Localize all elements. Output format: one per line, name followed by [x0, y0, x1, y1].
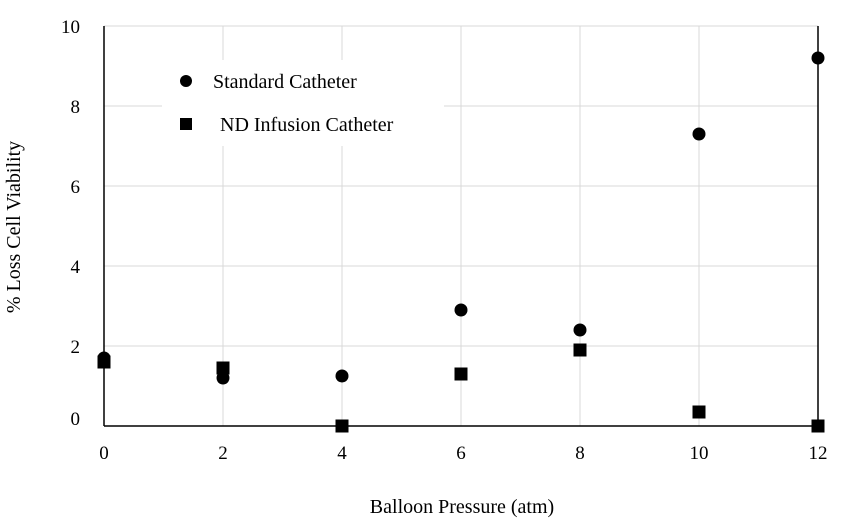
- data-point-nd-infusion-catheter: [811, 419, 825, 433]
- data-point-standard-catheter: [454, 303, 468, 317]
- x-tick-label: 10: [690, 443, 709, 464]
- data-point-nd-infusion-catheter: [216, 361, 230, 375]
- data-point-standard-catheter: [692, 127, 706, 141]
- x-tick-label: 4: [337, 443, 347, 464]
- y-tick-label: 2: [71, 337, 81, 358]
- data-point-nd-infusion-catheter: [97, 355, 111, 369]
- data-point-standard-catheter: [216, 371, 230, 385]
- tick-labels: 0 2 4 6 8 10 12 0 2 4 6 8 10: [61, 17, 828, 464]
- data-point-nd-infusion-catheter: [573, 343, 587, 357]
- legend-background: [162, 60, 444, 146]
- x-axis-title: Balloon Pressure (atm): [370, 496, 554, 518]
- x-tick-label: 6: [456, 443, 466, 464]
- data-point-standard-catheter: [573, 323, 587, 337]
- y-tick-label: 0: [71, 409, 81, 430]
- y-tick-label: 8: [71, 97, 81, 118]
- y-tick-label: 6: [71, 177, 81, 198]
- legend-label: Standard Catheter: [213, 71, 357, 93]
- y-tick-label: 10: [61, 17, 80, 38]
- data-point-standard-catheter: [811, 51, 825, 65]
- y-axis-title: % Loss Cell Viability: [3, 141, 25, 313]
- y-tick-label: 4: [71, 257, 81, 278]
- legend: Standard Catheter ND Infusion Catheter: [162, 60, 444, 146]
- legend-marker-circle: [180, 75, 192, 87]
- legend-label: ND Infusion Catheter: [220, 114, 394, 136]
- data-point-nd-infusion-catheter: [692, 405, 706, 419]
- legend-marker-square: [180, 118, 192, 130]
- x-tick-label: 8: [575, 443, 585, 464]
- data-points: [97, 51, 825, 433]
- x-tick-label: 0: [99, 443, 109, 464]
- data-point-nd-infusion-catheter: [335, 419, 349, 433]
- data-point-standard-catheter: [335, 369, 349, 383]
- x-tick-label: 12: [809, 443, 828, 464]
- x-tick-label: 2: [218, 443, 228, 464]
- data-point-nd-infusion-catheter: [454, 367, 468, 381]
